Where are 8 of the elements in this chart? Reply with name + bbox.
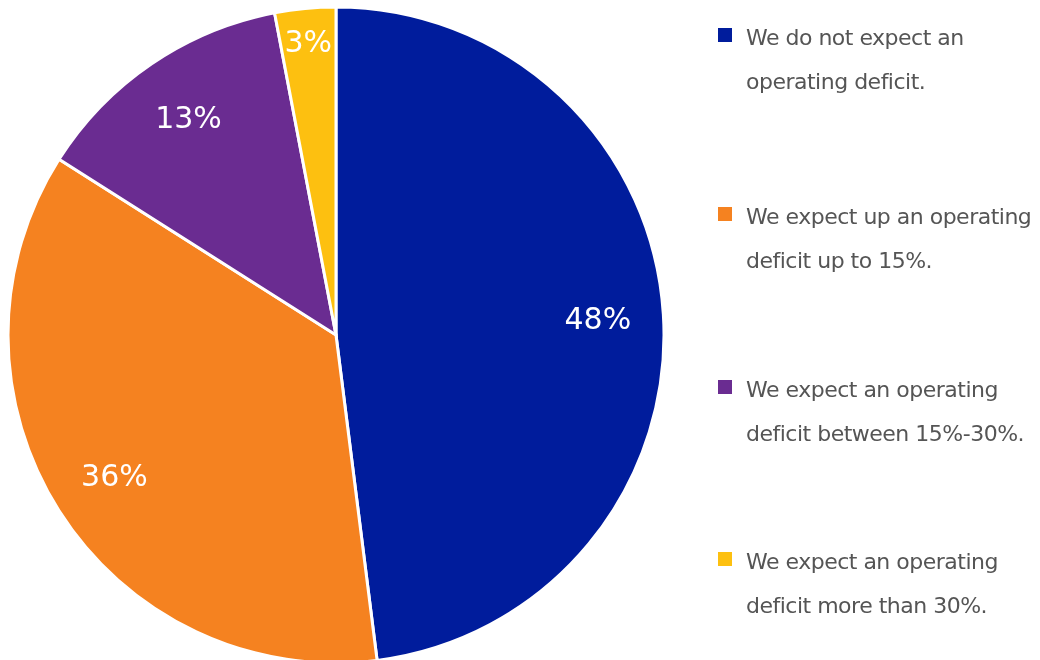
data-label: 3% — [284, 23, 333, 59]
data-label: 36% — [81, 458, 148, 494]
data-label: 13% — [155, 100, 222, 136]
legend-label: We expect up an operating deficit up to 15%. — [746, 203, 1033, 275]
legend-label: We expect an operating deficit more than 30%. — [746, 548, 999, 620]
legend-label: We expect an operating deficit between 15%-30%. — [746, 376, 1026, 448]
data-label: 48% — [564, 301, 632, 337]
legend-label: We do not expect an operating deficit. — [746, 24, 965, 96]
